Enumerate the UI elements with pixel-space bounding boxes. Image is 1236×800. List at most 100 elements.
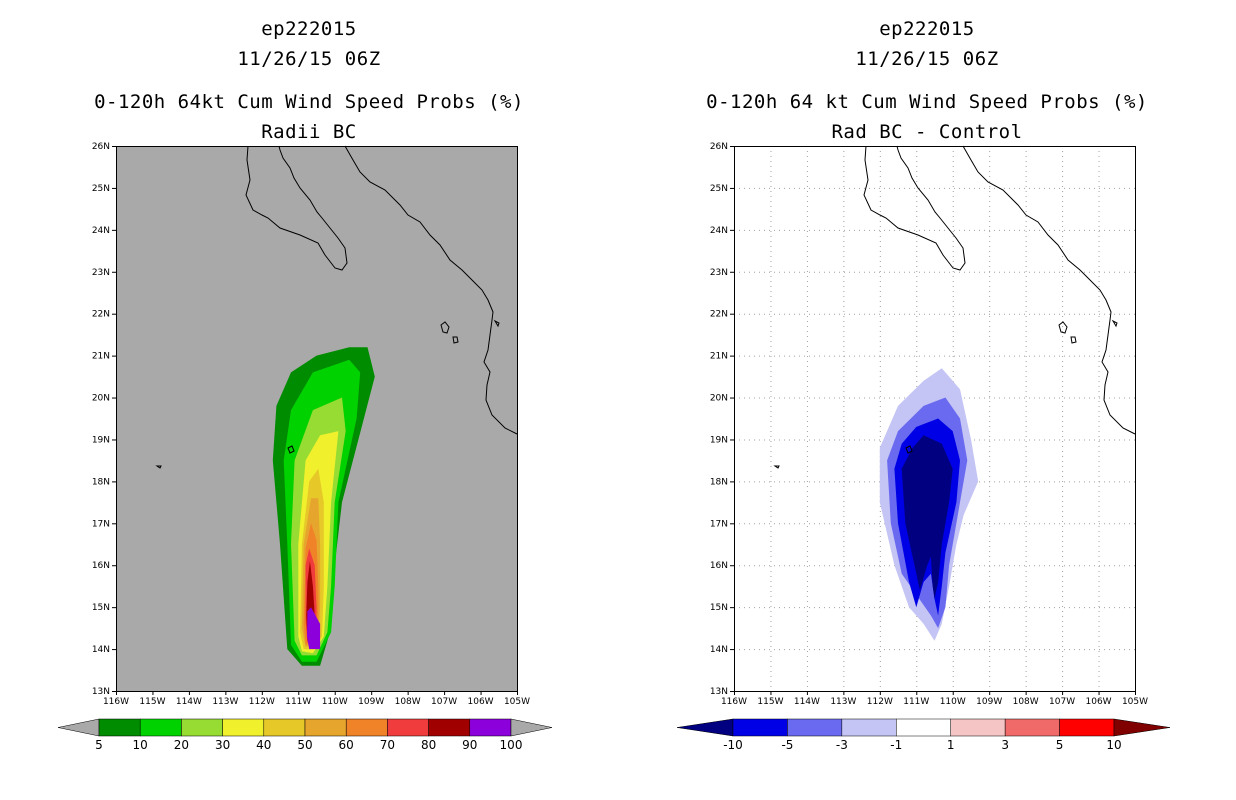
x-tick-label: 112W xyxy=(867,697,893,707)
colorbar-swatch xyxy=(387,718,429,737)
colorbar-label: 10 xyxy=(133,738,148,752)
colorbar-label: -3 xyxy=(836,738,848,752)
colorbar-label: 50 xyxy=(297,738,312,752)
x-tick-label: 113W xyxy=(212,697,238,707)
colorbar-swatch xyxy=(222,718,265,737)
colorbar-label: 60 xyxy=(339,738,354,752)
colorbar-swatch xyxy=(950,718,1006,737)
colorbar-swatch xyxy=(304,718,347,737)
y-tick-label: 20N xyxy=(710,394,728,404)
island xyxy=(1070,336,1077,344)
y-tick-label: 18N xyxy=(710,477,728,487)
x-tick-label: 113W xyxy=(830,697,856,707)
coastline-baja xyxy=(245,145,348,271)
colorbar-left-end xyxy=(57,718,100,737)
y-tick-label: 26N xyxy=(710,142,728,152)
colorbar-label: 3 xyxy=(1001,738,1009,752)
y-tick-label: 24N xyxy=(92,226,110,236)
colorbar-swatch xyxy=(181,718,223,737)
y-tick-label: 24N xyxy=(710,226,728,236)
colorbar-right-end xyxy=(510,718,553,737)
colorbar-right-end xyxy=(1113,718,1171,737)
coastline xyxy=(155,145,518,469)
chart-title: 0-120h 64kt Cum Wind Speed Probs (%) xyxy=(94,91,524,113)
y-tick-label: 25N xyxy=(92,184,110,194)
chart-subtitle: Rad BC - Control xyxy=(831,121,1023,143)
contour--10 xyxy=(901,435,953,599)
storm-id-label: ep222015 xyxy=(879,18,975,40)
colorbar-label: 1 xyxy=(947,738,955,752)
y-tick-label: 15N xyxy=(92,603,110,613)
chart-subtitle: Radii BC xyxy=(261,121,357,143)
island xyxy=(905,445,913,454)
y-tick-label: 23N xyxy=(92,268,110,278)
colorbar-label: -5 xyxy=(781,738,793,752)
colorbar-label: 10 xyxy=(1106,738,1121,752)
colorbar-swatch xyxy=(263,718,306,737)
x-tick-label: 114W xyxy=(794,697,820,707)
y-tick-label: 14N xyxy=(92,645,110,655)
island xyxy=(155,465,162,469)
colorbar-label: 90 xyxy=(462,738,477,752)
datetime-label: 11/26/15 06Z xyxy=(855,48,999,70)
colorbar-swatch xyxy=(1004,718,1060,737)
colorbar-swatch xyxy=(841,718,897,737)
x-tick-label: 106W xyxy=(1086,697,1112,707)
x-tick-label: 110W xyxy=(940,697,966,707)
x-tick-label: 116W xyxy=(721,697,747,707)
x-tick-label: 112W xyxy=(249,697,275,707)
panel-rad-bc-minus-control: ep222015 11/26/15 06Z 0-120h 64 kt Cum W… xyxy=(618,0,1236,800)
y-tick-label: 23N xyxy=(710,268,728,278)
storm-id-label: ep222015 xyxy=(261,18,357,40)
colorbar-label: -10 xyxy=(723,738,743,752)
y-tick-label: 21N xyxy=(92,352,110,362)
y-tick-label: 16N xyxy=(92,561,110,571)
colorbar-swatch xyxy=(98,718,141,737)
y-tick-label: 22N xyxy=(92,310,110,320)
colorbar-swatch xyxy=(896,718,951,737)
x-tick-label: 115W xyxy=(757,697,783,707)
coastline-mainland xyxy=(344,145,518,435)
island xyxy=(1111,319,1118,328)
x-tick-label: 109W xyxy=(358,697,384,707)
colorbar-swatch xyxy=(787,718,843,737)
colorbar-label: 5 xyxy=(1056,738,1064,752)
plot-frame xyxy=(734,146,1136,692)
island xyxy=(773,465,780,469)
x-tick-label: 107W xyxy=(1049,697,1075,707)
y-tick-label: 26N xyxy=(92,142,110,152)
colorbar-label: 30 xyxy=(215,738,230,752)
y-tick-label: 22N xyxy=(710,310,728,320)
colorbar-swatch xyxy=(428,718,471,737)
island xyxy=(452,336,459,344)
colorbar-swatch xyxy=(139,718,182,737)
colorbar-label: 20 xyxy=(174,738,189,752)
y-tick-label: 15N xyxy=(710,603,728,613)
x-tick-label: 115W xyxy=(139,697,165,707)
x-tick-label: 116W xyxy=(103,697,129,707)
colorbar-swatch xyxy=(732,718,788,737)
colorbar-label: 5 xyxy=(95,738,103,752)
colorbar-label: -1 xyxy=(890,738,902,752)
island xyxy=(287,445,295,454)
island xyxy=(440,321,450,334)
x-tick-label: 111W xyxy=(285,697,311,707)
coastline-mainland xyxy=(962,145,1136,435)
panel-radii-bc: ep222015 11/26/15 06Z 0-120h 64kt Cum Wi… xyxy=(57,18,553,752)
colorbar-left-end xyxy=(676,718,734,737)
island xyxy=(493,319,500,328)
colorbar-swatch xyxy=(345,718,388,737)
x-tick-label: 108W xyxy=(1013,697,1039,707)
x-tick-label: 114W xyxy=(176,697,202,707)
coastline-baja xyxy=(863,145,966,271)
colorbar-label: 70 xyxy=(380,738,395,752)
x-tick-label: 108W xyxy=(395,697,421,707)
colorbar-label: 80 xyxy=(421,738,436,752)
datetime-label: 11/26/15 06Z xyxy=(237,48,381,70)
colorbar-label: 40 xyxy=(256,738,271,752)
colorbar-swatch xyxy=(1059,718,1115,737)
y-tick-label: 14N xyxy=(710,645,728,655)
coastline xyxy=(773,145,1136,469)
y-tick-label: 19N xyxy=(710,435,728,445)
x-tick-label: 105W xyxy=(1122,697,1148,707)
